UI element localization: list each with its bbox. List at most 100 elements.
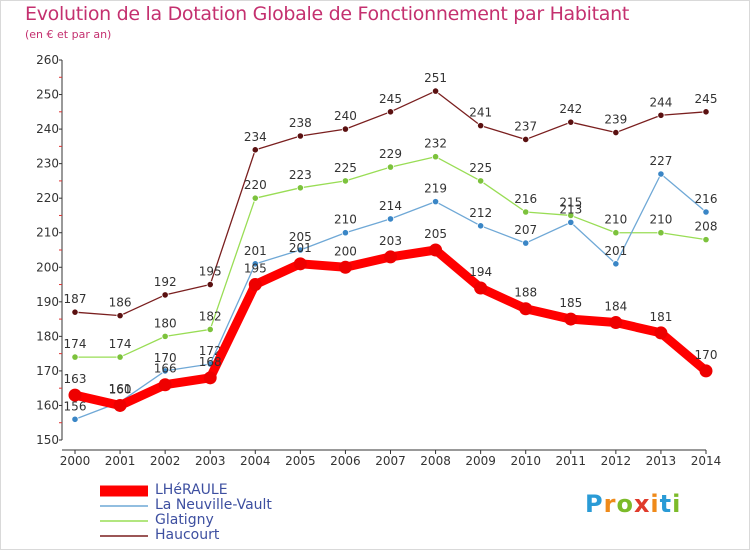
logo-letter: o xyxy=(616,490,634,518)
data-label: 195 xyxy=(244,262,267,276)
data-label: 215 xyxy=(559,195,582,209)
data-point xyxy=(338,260,352,274)
data-point xyxy=(113,398,127,412)
data-label: 184 xyxy=(604,300,627,314)
data-label: 219 xyxy=(424,182,447,196)
data-label: 170 xyxy=(154,351,177,365)
data-label: 251 xyxy=(424,71,447,85)
data-label: 205 xyxy=(289,230,312,244)
data-point xyxy=(431,198,440,206)
logo-letter: x xyxy=(633,490,651,518)
data-point xyxy=(699,364,713,378)
x-tick-label: 2006 xyxy=(330,454,361,468)
logo-letter: i xyxy=(672,490,682,518)
data-point xyxy=(564,312,578,326)
data-point xyxy=(654,326,668,340)
data-point xyxy=(206,325,214,334)
logo-letter: r xyxy=(603,490,617,518)
data-point xyxy=(522,239,530,247)
data-point xyxy=(702,208,710,216)
x-tick-label: 2010 xyxy=(510,454,541,468)
data-label: 163 xyxy=(64,372,87,386)
data-label: 174 xyxy=(64,337,87,351)
data-point xyxy=(522,208,530,216)
y-tick-label: 260 xyxy=(36,53,59,67)
x-tick-label: 2012 xyxy=(601,454,632,468)
data-point xyxy=(251,194,259,202)
data-point xyxy=(296,246,304,254)
y-tick-label: 150 xyxy=(36,433,59,447)
data-label: 210 xyxy=(649,213,672,227)
data-point xyxy=(429,243,443,257)
y-tick-label: 250 xyxy=(36,88,59,102)
data-label: 227 xyxy=(649,154,672,168)
y-tick-label: 240 xyxy=(36,122,59,136)
data-point xyxy=(431,153,440,161)
data-label: 213 xyxy=(559,202,582,216)
data-label: 188 xyxy=(514,286,537,300)
y-tick-label: 170 xyxy=(36,364,59,378)
x-tick-label: 2001 xyxy=(105,454,136,468)
data-label: 212 xyxy=(469,206,492,220)
data-point xyxy=(612,260,620,268)
legend-label: Haucourt xyxy=(155,527,220,543)
data-point xyxy=(251,260,259,268)
data-label: 242 xyxy=(559,102,582,116)
data-point xyxy=(248,278,262,292)
data-label: 182 xyxy=(199,309,222,323)
data-label: 234 xyxy=(244,130,267,144)
data-label: 208 xyxy=(695,220,718,234)
data-point xyxy=(386,215,395,223)
data-label: 225 xyxy=(334,161,357,175)
legend-swatch xyxy=(100,520,148,522)
data-point xyxy=(341,177,350,185)
data-point xyxy=(522,135,530,144)
legend-label: Glatigny xyxy=(155,512,214,528)
data-label: 185 xyxy=(559,296,582,310)
data-label: 201 xyxy=(604,244,627,258)
y-tick-label: 210 xyxy=(36,226,59,240)
data-label: 186 xyxy=(109,296,132,310)
data-label: 203 xyxy=(379,234,402,248)
logo-letter: i xyxy=(650,490,660,518)
data-label: 201 xyxy=(244,244,267,258)
data-point xyxy=(161,332,169,340)
data-label: 194 xyxy=(469,265,492,279)
data-label: 180 xyxy=(154,316,177,330)
x-tick-label: 2014 xyxy=(691,454,722,468)
data-point xyxy=(702,236,710,244)
data-point xyxy=(657,170,665,178)
data-label: 245 xyxy=(379,92,402,106)
data-label: 160 xyxy=(109,382,132,396)
data-point xyxy=(206,280,214,289)
legend-swatch xyxy=(100,535,148,537)
data-point xyxy=(519,302,533,316)
data-point xyxy=(612,229,620,237)
y-tick-label: 180 xyxy=(36,329,59,343)
data-point xyxy=(116,312,124,320)
data-point xyxy=(341,125,350,133)
data-label: 223 xyxy=(289,168,312,182)
data-label: 245 xyxy=(695,92,718,106)
data-point xyxy=(296,132,304,140)
data-label: 241 xyxy=(469,106,492,120)
data-label: 156 xyxy=(64,399,87,413)
data-label: 238 xyxy=(289,116,312,130)
chart-subtitle: (en € et par an) xyxy=(25,28,112,41)
data-label: 172 xyxy=(199,344,222,358)
data-point xyxy=(384,250,397,264)
x-tick-label: 2008 xyxy=(420,454,451,468)
data-point xyxy=(474,281,488,295)
data-label: 229 xyxy=(379,147,402,161)
data-point xyxy=(296,184,304,192)
data-label: 239 xyxy=(604,113,627,127)
data-label: 201 xyxy=(289,241,312,255)
data-label: 166 xyxy=(154,362,177,376)
data-point xyxy=(567,211,575,220)
data-point xyxy=(567,118,575,126)
x-tick-label: 2011 xyxy=(556,454,587,468)
data-point xyxy=(71,308,79,316)
data-label: 210 xyxy=(604,213,627,227)
data-point xyxy=(477,177,485,185)
proxiti-logo: Proxiti xyxy=(585,490,681,518)
